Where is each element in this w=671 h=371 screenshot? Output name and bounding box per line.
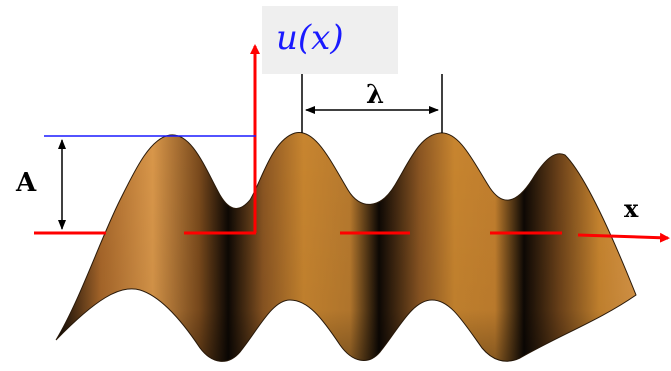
x-axis-right <box>577 232 670 243</box>
wavelength-label: λ <box>366 80 385 110</box>
function-label: u(x) <box>276 18 344 58</box>
wave-surface-shade <box>56 132 636 362</box>
amplitude-label: A <box>16 168 37 198</box>
x-axis-label: x <box>624 194 639 223</box>
function-label-box <box>262 6 398 74</box>
